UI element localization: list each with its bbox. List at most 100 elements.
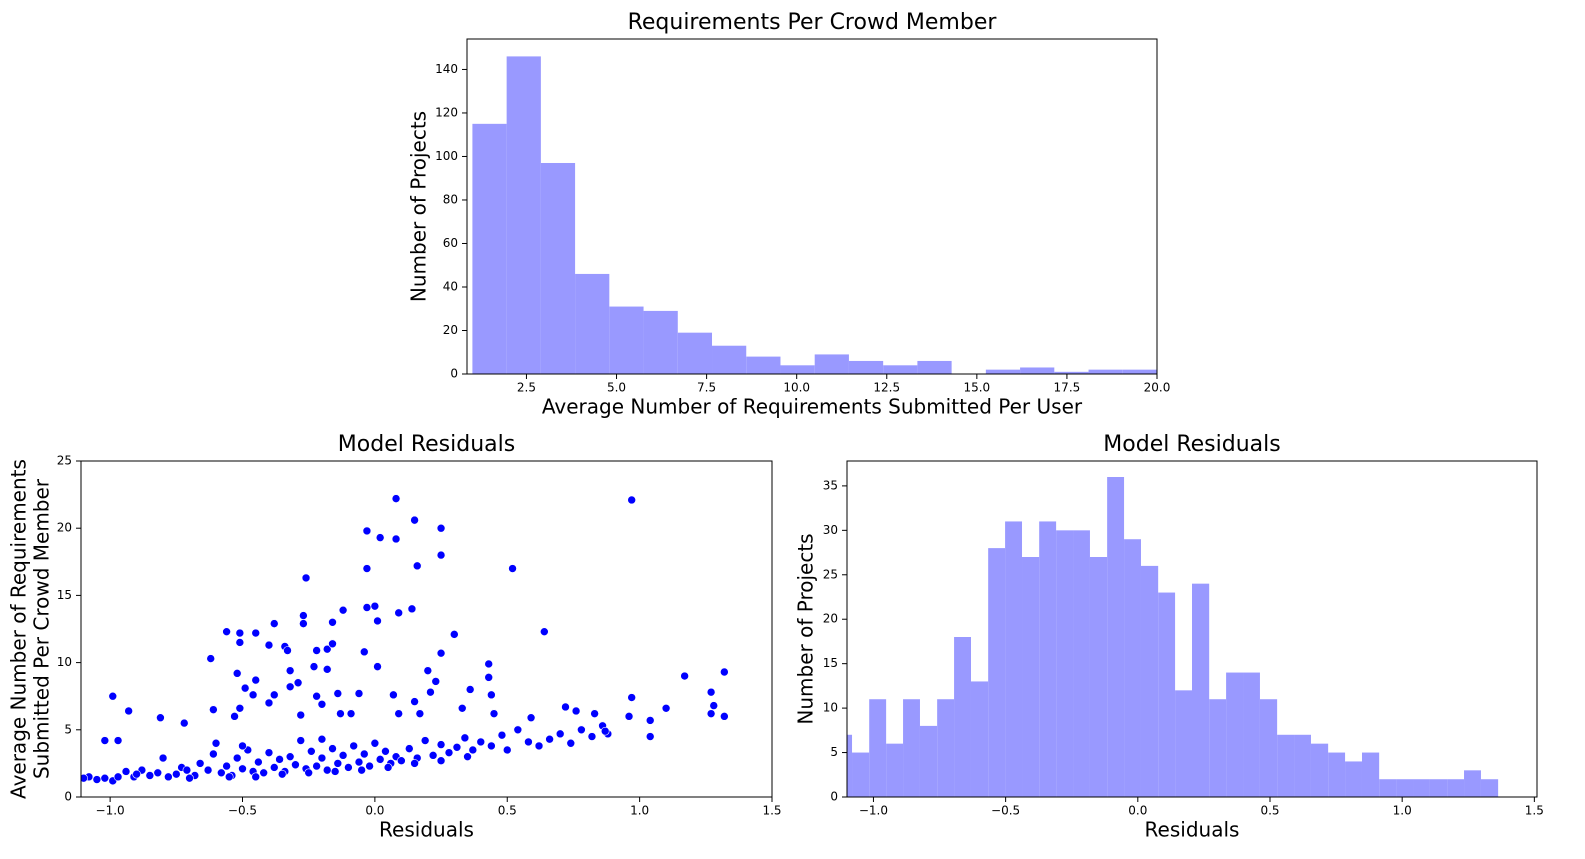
y-axis-label: Number of Projects (407, 111, 431, 302)
hist-bar (540, 162, 576, 374)
scatter-point (444, 748, 454, 757)
scatter-point (322, 765, 332, 775)
y-tick-label: 20 (823, 612, 838, 626)
scatter-point (251, 772, 261, 782)
hist-bar (1294, 734, 1311, 797)
scatter-point (333, 759, 343, 768)
scatter-point (502, 745, 512, 755)
hist-bar (1056, 530, 1074, 797)
hist-bar (1396, 779, 1414, 797)
scatter-point (264, 698, 274, 708)
scatter-point (555, 729, 565, 739)
scatter-point (312, 761, 321, 771)
scatter-point (132, 769, 141, 779)
scatter-point (680, 671, 689, 681)
scatter-point (301, 573, 311, 583)
scatter-point (317, 753, 327, 763)
scatter-point (645, 716, 655, 725)
hist-bar (575, 273, 610, 374)
scatter-point (222, 627, 231, 636)
scatter-point (296, 710, 306, 720)
scatter-point (484, 673, 494, 682)
scatter-point (113, 736, 123, 745)
hist-bar (1447, 779, 1465, 797)
hist-bar (609, 306, 644, 374)
hist-bar (1158, 592, 1176, 797)
scatter-point (394, 709, 404, 718)
scatter-point (720, 667, 729, 677)
scatter-point (108, 691, 118, 701)
x-tick-label: 17.5 (1054, 381, 1081, 395)
scatter-point (354, 689, 364, 698)
scatter-point (283, 646, 292, 655)
scatter-point (269, 619, 279, 628)
x-tick-label: −0.5 (228, 804, 257, 818)
scatter-point (436, 550, 446, 560)
scatter-point (436, 740, 446, 749)
scatter-point (330, 767, 340, 776)
scatter-point (373, 616, 382, 626)
x-axis-label: Residuals (379, 818, 474, 842)
scatter-point (391, 534, 401, 544)
scatter-point (217, 768, 226, 778)
hist-bar (1277, 734, 1295, 797)
scatter-point (709, 701, 719, 710)
scatter-point (317, 734, 327, 744)
scatter-point (230, 712, 239, 721)
y-tick-label: 35 (823, 478, 838, 492)
axes-frame (466, 38, 1158, 375)
scatter-point (293, 678, 303, 688)
scatter-point (460, 733, 470, 743)
scatter-point (309, 662, 319, 671)
hist-bar (1107, 477, 1125, 797)
x-tick-label: −0.5 (991, 804, 1020, 818)
hist-bar (1429, 779, 1448, 797)
scatter-point (373, 662, 382, 671)
x-tick-label: 0.5 (498, 804, 517, 818)
scatter-point (322, 644, 332, 654)
scatter-point (291, 760, 300, 770)
scatter-point (526, 713, 536, 723)
hist-bar (988, 548, 1006, 797)
scatter-point (357, 765, 366, 775)
hist-bar (506, 56, 541, 374)
scatter-point (232, 753, 242, 763)
hist-bar (472, 123, 507, 374)
hist-bar (1175, 690, 1192, 797)
hist-bar (903, 699, 920, 797)
scatter-point (383, 763, 393, 772)
scatter-point (359, 749, 369, 759)
scatter-point (312, 646, 321, 655)
x-tick-label: −1.0 (859, 804, 888, 818)
scatter-point (645, 732, 655, 741)
scatter-point (415, 709, 425, 718)
x-tick-label: −1.0 (96, 804, 125, 818)
hist-bar (869, 699, 887, 797)
chart-title: Requirements Per Crowd Member (628, 10, 998, 35)
scatter-point (389, 690, 398, 700)
scatter-point (328, 639, 337, 649)
scatter-point (269, 690, 279, 700)
scatter-point (232, 669, 242, 678)
scatter-point (100, 736, 110, 745)
scatter-point (195, 759, 205, 768)
scatter-point (571, 706, 581, 716)
y-axis-label: Submitted Per Crowd Member (30, 478, 54, 779)
scatter-point (209, 749, 218, 759)
x-axis-label: Average Number of Requirements Submitted… (542, 395, 1083, 419)
scatter-point (545, 734, 554, 744)
scatter-point (561, 702, 570, 712)
scatter-point (285, 682, 295, 692)
y-tick-label: 10 (823, 701, 838, 715)
x-tick-label: 1.5 (1525, 804, 1544, 818)
scatter-point (145, 771, 155, 780)
scatter-point (508, 564, 517, 573)
y-tick-label: 20 (57, 521, 72, 535)
scatter-point (476, 737, 486, 747)
hist-bar (937, 699, 955, 797)
y-tick-label: 0 (64, 790, 72, 804)
hist-bar (919, 725, 938, 797)
chart-title: Model Residuals (1103, 432, 1280, 457)
y-tick-label: 120 (435, 105, 458, 119)
hist-bar (1413, 779, 1430, 797)
